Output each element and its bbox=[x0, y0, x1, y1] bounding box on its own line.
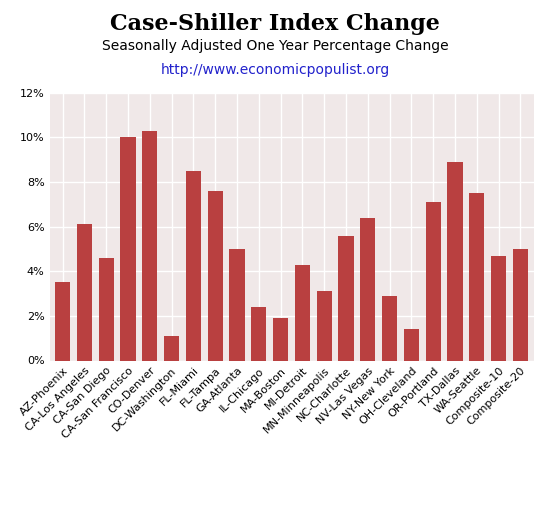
Bar bbox=[251, 307, 266, 360]
Bar bbox=[360, 218, 376, 360]
Bar bbox=[164, 336, 179, 360]
Bar bbox=[513, 249, 528, 360]
Bar bbox=[404, 329, 419, 360]
Text: Seasonally Adjusted One Year Percentage Change: Seasonally Adjusted One Year Percentage … bbox=[102, 39, 448, 53]
Bar bbox=[426, 202, 441, 360]
Text: http://www.economicpopulist.org: http://www.economicpopulist.org bbox=[161, 63, 389, 77]
Bar bbox=[77, 225, 92, 360]
Bar bbox=[295, 265, 310, 360]
Bar bbox=[207, 191, 223, 360]
Bar bbox=[491, 255, 506, 360]
Bar bbox=[469, 193, 485, 360]
Bar bbox=[382, 296, 397, 360]
Bar bbox=[55, 282, 70, 360]
Bar bbox=[229, 249, 245, 360]
Bar bbox=[98, 258, 114, 360]
Bar bbox=[273, 318, 288, 360]
Bar bbox=[317, 291, 332, 360]
Bar bbox=[447, 162, 463, 360]
Bar bbox=[142, 131, 157, 360]
Bar bbox=[338, 235, 354, 360]
Text: Case-Shiller Index Change: Case-Shiller Index Change bbox=[110, 13, 440, 35]
Bar bbox=[120, 138, 136, 360]
Bar bbox=[186, 171, 201, 360]
